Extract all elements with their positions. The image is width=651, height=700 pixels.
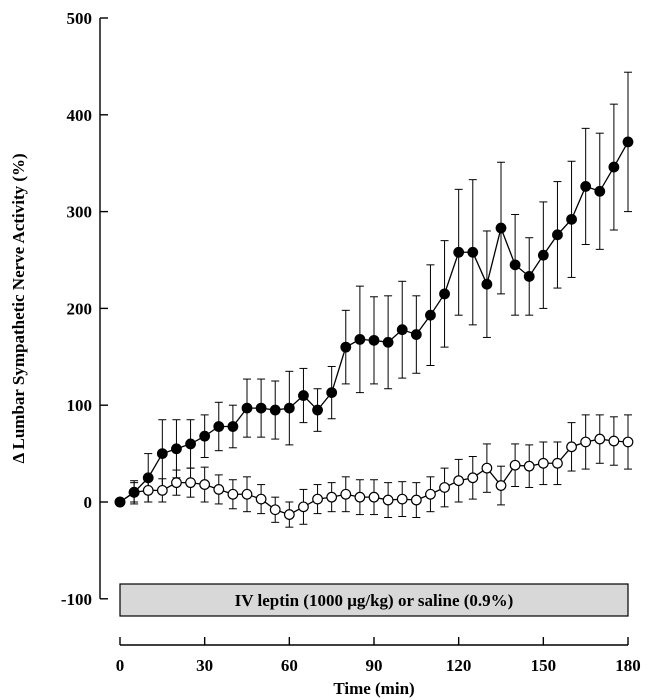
leptin-data-point bbox=[552, 229, 563, 241]
leptin-data-point bbox=[156, 448, 168, 460]
leptin-data-point bbox=[199, 430, 211, 442]
leptin-data-point bbox=[114, 496, 126, 508]
leptin-data-point bbox=[410, 329, 422, 340]
saline-data-point bbox=[410, 494, 422, 506]
saline-data-point bbox=[298, 501, 309, 513]
leptin-data-point bbox=[171, 443, 182, 455]
leptin-data-point bbox=[396, 324, 408, 336]
saline-data-point bbox=[495, 480, 507, 491]
leptin-data-point bbox=[594, 185, 606, 197]
leptin-data-point bbox=[425, 309, 436, 321]
leptin-data-point bbox=[213, 421, 225, 432]
leptin-data-point bbox=[241, 402, 253, 414]
leptin-data-point bbox=[312, 404, 323, 416]
x-axis-title: Time (min) bbox=[333, 679, 414, 698]
saline-data-point bbox=[622, 436, 634, 448]
treatment-label: IV leptin (1000 μg/kg) or saline (0.9%) bbox=[235, 591, 514, 610]
saline-data-point bbox=[382, 494, 394, 506]
axes: -100 0 100 200 300 400 500 0 30 60 90 120 150 180 bbox=[61, 9, 641, 675]
leptin-data-point bbox=[439, 288, 450, 300]
leptin-data-point bbox=[580, 181, 592, 192]
saline-data-point bbox=[326, 491, 338, 503]
saline-data-point bbox=[368, 491, 380, 503]
leptin-data-point bbox=[509, 259, 521, 271]
saline-data-point bbox=[467, 472, 479, 484]
leptin-data-point bbox=[368, 334, 380, 346]
saline-data-point bbox=[354, 491, 366, 503]
leptin-data-point bbox=[227, 421, 239, 432]
treatment-annotation: IV leptin (1000 μg/kg) or saline (0.9%) bbox=[119, 583, 629, 617]
y-tick-label: 0 bbox=[84, 493, 93, 512]
saline-data-point bbox=[283, 509, 295, 520]
saline-data-point bbox=[453, 475, 465, 487]
treatment-bar bbox=[119, 583, 629, 617]
leptin-data-point bbox=[340, 341, 352, 353]
y-tick-label: 200 bbox=[67, 299, 93, 318]
saline-data-point bbox=[552, 457, 563, 469]
saline-data-point bbox=[481, 462, 493, 474]
saline-data-point bbox=[241, 488, 253, 500]
leptin-data-point bbox=[467, 246, 479, 258]
y-tick-label: 300 bbox=[67, 203, 93, 222]
saline-data-point bbox=[537, 457, 549, 469]
saline-data-point bbox=[396, 493, 408, 505]
leptin-data-point bbox=[326, 387, 338, 399]
leptin-data-point bbox=[481, 278, 493, 290]
leptin-data-point bbox=[283, 402, 295, 414]
saline-data-point bbox=[185, 477, 196, 489]
leptin-data-point bbox=[128, 486, 140, 498]
saline-data-point bbox=[608, 435, 620, 447]
x-tick-label: 90 bbox=[366, 656, 383, 675]
y-tick-label: 500 bbox=[67, 9, 93, 28]
leptin-data-point bbox=[453, 246, 465, 258]
saline-data-point bbox=[171, 477, 182, 489]
leptin-data-point bbox=[255, 402, 267, 414]
y-tick-label: 100 bbox=[67, 396, 93, 415]
leptin-data-point bbox=[622, 136, 634, 148]
saline-data-point bbox=[255, 493, 267, 505]
x-tick-label: 150 bbox=[531, 656, 557, 675]
saline-data-point bbox=[580, 436, 592, 448]
x-tick-label: 120 bbox=[446, 656, 472, 675]
saline-data-point bbox=[509, 459, 521, 471]
data-markers bbox=[114, 136, 634, 520]
saline-data-point bbox=[340, 488, 352, 500]
y-tick-label: 400 bbox=[67, 106, 93, 125]
leptin-data-point bbox=[495, 222, 507, 234]
leptin-data-point bbox=[537, 249, 549, 261]
leptin-data-point bbox=[185, 438, 196, 450]
x-tick-label: 60 bbox=[281, 656, 298, 675]
saline-data-point bbox=[425, 488, 436, 500]
leptin-data-point bbox=[298, 390, 309, 401]
x-tick-label: 180 bbox=[615, 656, 641, 675]
x-tick-label: 30 bbox=[196, 656, 213, 675]
y-axis-title: Δ Lumbar Sympathetic Nerve Activity (%) bbox=[9, 153, 28, 463]
saline-data-point bbox=[312, 493, 323, 505]
saline-data-point bbox=[523, 460, 535, 472]
leptin-data-point bbox=[523, 271, 535, 282]
saline-data-point bbox=[227, 488, 239, 500]
saline-data-point bbox=[156, 484, 168, 496]
saline-data-point bbox=[213, 484, 225, 495]
y-tick-label: -100 bbox=[61, 590, 92, 609]
saline-data-point bbox=[142, 484, 154, 496]
saline-data-point bbox=[566, 441, 577, 453]
leptin-data-point bbox=[269, 404, 281, 416]
saline-data-point bbox=[269, 504, 281, 516]
leptin-data-point bbox=[608, 161, 620, 173]
x-tick-label: 0 bbox=[116, 656, 125, 675]
saline-data-point bbox=[439, 482, 450, 493]
saline-data-point bbox=[199, 479, 211, 490]
leptin-data-point bbox=[382, 336, 394, 348]
leptin-data-point bbox=[354, 333, 366, 345]
saline-data-point bbox=[594, 433, 606, 445]
leptin-data-point bbox=[566, 213, 577, 225]
leptin-data-point bbox=[142, 472, 154, 484]
